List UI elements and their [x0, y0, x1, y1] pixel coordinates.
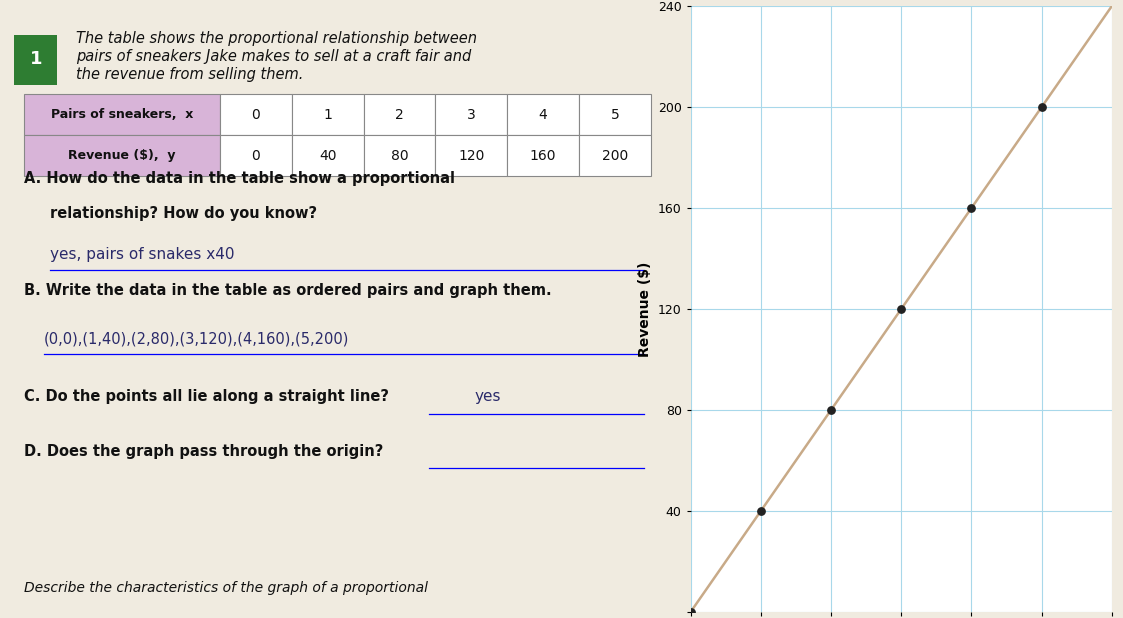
Y-axis label: Revenue ($): Revenue ($) [638, 261, 652, 357]
Text: yes: yes [475, 389, 501, 404]
FancyBboxPatch shape [364, 135, 436, 176]
Text: 120: 120 [458, 149, 484, 163]
Text: 4: 4 [539, 108, 548, 122]
Point [962, 203, 980, 213]
Text: A. How do the data in the table show a proportional: A. How do the data in the table show a p… [25, 171, 455, 186]
Text: pairs of sneakers Jake makes to sell at a craft fair and: pairs of sneakers Jake makes to sell at … [76, 49, 472, 64]
Text: D. Does the graph pass through the origin?: D. Does the graph pass through the origi… [25, 444, 384, 459]
FancyBboxPatch shape [292, 135, 364, 176]
Text: Describe the characteristics of the graph of a proportional: Describe the characteristics of the grap… [25, 580, 428, 595]
FancyBboxPatch shape [579, 135, 651, 176]
FancyBboxPatch shape [292, 94, 364, 135]
Text: 40: 40 [319, 149, 337, 163]
FancyBboxPatch shape [220, 94, 292, 135]
Text: 200: 200 [602, 149, 628, 163]
Point [682, 607, 700, 617]
Text: The table shows the proportional relationship between: The table shows the proportional relatio… [76, 31, 477, 46]
Text: 0: 0 [252, 149, 261, 163]
Point [752, 506, 770, 516]
FancyBboxPatch shape [508, 135, 579, 176]
Text: 2: 2 [395, 108, 404, 122]
Text: 3: 3 [467, 108, 476, 122]
Text: yes, pairs of snakes x40: yes, pairs of snakes x40 [51, 247, 235, 262]
Text: Revenue ($),  y: Revenue ($), y [69, 150, 176, 163]
FancyBboxPatch shape [15, 35, 57, 85]
FancyBboxPatch shape [579, 94, 651, 135]
Text: C. Do the points all lie along a straight line?: C. Do the points all lie along a straigh… [25, 389, 390, 404]
FancyBboxPatch shape [508, 94, 579, 135]
Text: Pairs of sneakers,  x: Pairs of sneakers, x [51, 108, 193, 121]
Text: 1: 1 [30, 51, 43, 69]
Text: 80: 80 [391, 149, 409, 163]
Text: B. Write the data in the table as ordered pairs and graph them.: B. Write the data in the table as ordere… [25, 283, 551, 298]
Text: 0: 0 [252, 108, 261, 122]
Point [893, 304, 911, 314]
Text: 160: 160 [530, 149, 556, 163]
FancyBboxPatch shape [436, 94, 508, 135]
FancyBboxPatch shape [220, 135, 292, 176]
Text: 1: 1 [323, 108, 332, 122]
Point [1033, 102, 1051, 112]
Text: the revenue from selling them.: the revenue from selling them. [76, 67, 304, 82]
FancyBboxPatch shape [25, 135, 220, 176]
Text: 5: 5 [611, 108, 619, 122]
Text: relationship? How do you know?: relationship? How do you know? [51, 206, 318, 221]
FancyBboxPatch shape [436, 135, 508, 176]
FancyBboxPatch shape [25, 94, 220, 135]
Text: (0,0),(1,40),(2,80),(3,120),(4,160),(5,200): (0,0),(1,40),(2,80),(3,120),(4,160),(5,2… [44, 332, 349, 347]
Point [822, 405, 840, 415]
FancyBboxPatch shape [364, 94, 436, 135]
